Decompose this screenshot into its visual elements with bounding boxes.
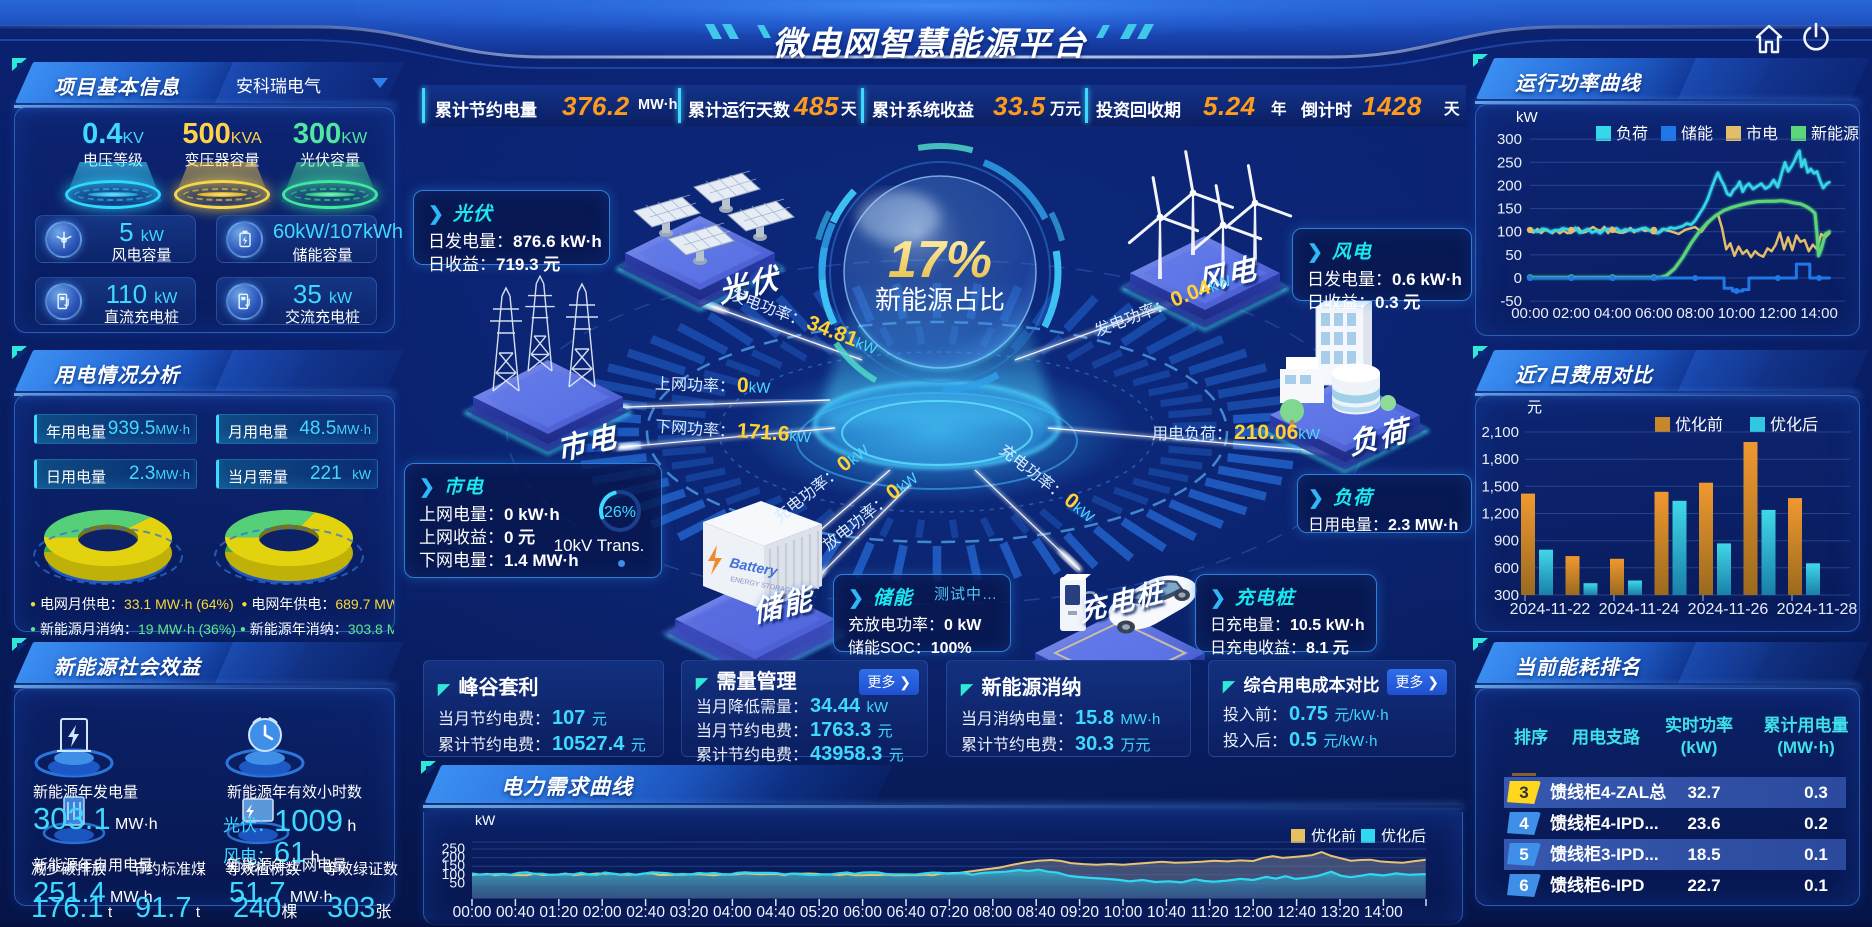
- svg-text:10:00: 10:00: [1104, 904, 1143, 921]
- svg-text:00:40: 00:40: [496, 904, 535, 921]
- svg-text:900: 900: [1494, 533, 1519, 550]
- svg-text:06:40: 06:40: [887, 904, 926, 921]
- svg-text:08:00: 08:00: [973, 904, 1012, 921]
- svg-text:08:00: 08:00: [1676, 305, 1714, 322]
- svg-text:元: 元: [1527, 399, 1542, 416]
- svg-text:17%: 17%: [888, 231, 992, 289]
- svg-text:150: 150: [1497, 201, 1522, 218]
- svg-text:0: 0: [1514, 270, 1522, 287]
- svg-text:50: 50: [449, 874, 465, 890]
- svg-text:储能: 储能: [1681, 125, 1713, 143]
- svg-text:250: 250: [442, 840, 466, 856]
- svg-text:14:00: 14:00: [1364, 904, 1403, 921]
- svg-text:04:00: 04:00: [713, 904, 752, 921]
- svg-text:-50: -50: [1500, 293, 1522, 310]
- svg-text:2,100: 2,100: [1481, 424, 1519, 441]
- svg-text:07:20: 07:20: [930, 904, 969, 921]
- svg-text:2024-11-26: 2024-11-26: [1688, 601, 1769, 618]
- svg-text:600: 600: [1494, 560, 1519, 577]
- svg-text:10:00: 10:00: [1718, 305, 1756, 322]
- svg-text:150: 150: [442, 857, 466, 873]
- svg-text:01:20: 01:20: [539, 904, 578, 921]
- svg-text:300: 300: [1494, 587, 1519, 604]
- svg-text:250: 250: [1497, 154, 1522, 171]
- svg-text:200: 200: [442, 849, 466, 865]
- svg-text:09:20: 09:20: [1060, 904, 1099, 921]
- svg-text:06:00: 06:00: [843, 904, 882, 921]
- svg-text:11:20: 11:20: [1191, 904, 1229, 921]
- svg-text:市电: 市电: [1746, 125, 1778, 143]
- svg-text:50: 50: [1505, 247, 1522, 264]
- svg-text:1,500: 1,500: [1481, 478, 1519, 495]
- svg-text:04:40: 04:40: [756, 904, 795, 921]
- svg-text:优化后: 优化后: [1381, 828, 1426, 845]
- svg-text:02:40: 02:40: [626, 904, 665, 921]
- svg-text:08:40: 08:40: [1017, 904, 1056, 921]
- svg-text:1,200: 1,200: [1481, 506, 1519, 523]
- svg-text:kW: kW: [475, 813, 496, 828]
- svg-text:优化前: 优化前: [1311, 828, 1356, 845]
- svg-text:2024-11-22: 2024-11-22: [1510, 601, 1591, 618]
- svg-text:2024-11-28: 2024-11-28: [1777, 601, 1858, 618]
- svg-text:100: 100: [1497, 224, 1522, 241]
- svg-text:200: 200: [1497, 177, 1522, 194]
- svg-text:优化后: 优化后: [1770, 416, 1818, 434]
- svg-text:26%: 26%: [604, 504, 636, 521]
- svg-text:12:00: 12:00: [1234, 904, 1273, 921]
- svg-text:100: 100: [442, 866, 466, 882]
- svg-text:2024-11-24: 2024-11-24: [1599, 601, 1680, 618]
- svg-text:03:20: 03:20: [670, 904, 709, 921]
- svg-text:06:00: 06:00: [1635, 305, 1673, 322]
- svg-text:12:00: 12:00: [1759, 305, 1797, 322]
- svg-text:1,800: 1,800: [1481, 451, 1519, 468]
- svg-text:02:00: 02:00: [583, 904, 622, 921]
- svg-text:02:00: 02:00: [1553, 305, 1591, 322]
- svg-text:14:00: 14:00: [1800, 305, 1838, 322]
- svg-text:负荷: 负荷: [1616, 125, 1648, 143]
- svg-text:13:20: 13:20: [1321, 904, 1360, 921]
- svg-text:kW: kW: [1516, 109, 1539, 126]
- svg-text:300: 300: [1497, 131, 1522, 148]
- svg-text:优化前: 优化前: [1675, 416, 1723, 434]
- svg-text:12:40: 12:40: [1277, 904, 1316, 921]
- svg-text:00:00: 00:00: [1511, 305, 1549, 322]
- svg-text:05:20: 05:20: [800, 904, 839, 921]
- svg-text:04:00: 04:00: [1594, 305, 1632, 322]
- svg-text:00:00: 00:00: [453, 904, 492, 921]
- svg-text:10:40: 10:40: [1147, 904, 1186, 921]
- svg-text:新能源占比: 新能源占比: [875, 285, 1005, 315]
- svg-text:新能源: 新能源: [1811, 125, 1859, 143]
